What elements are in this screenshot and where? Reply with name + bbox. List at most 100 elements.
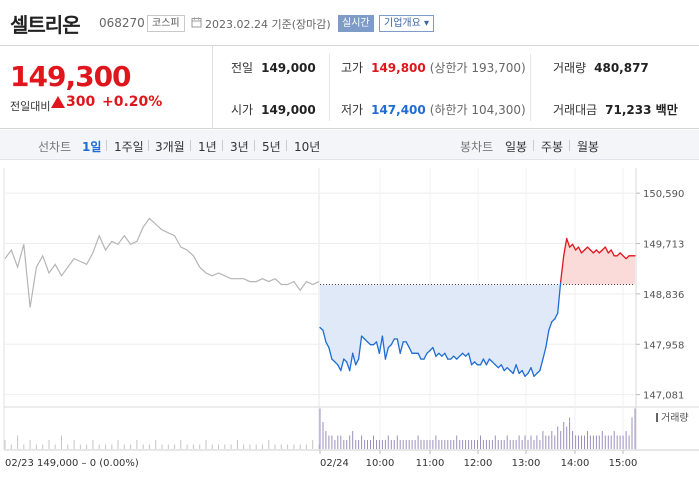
current-day-price-segment bbox=[610, 249, 615, 257]
price-chart[interactable]: 150,590 149,713 148,836 147,958 147,081 02/2… bbox=[0, 160, 699, 494]
line-chart-label: 선차트 bbox=[38, 140, 72, 154]
current-day-price-segment bbox=[506, 367, 511, 372]
stock-code: 068270 bbox=[99, 16, 145, 30]
current-day-price-segment bbox=[328, 346, 333, 360]
current-day-price-segment bbox=[574, 246, 580, 251]
current-day-price-segment bbox=[539, 358, 544, 372]
current-day-price-segment bbox=[619, 252, 624, 257]
current-day-price-segment bbox=[375, 341, 381, 354]
current-day-price-segment bbox=[444, 352, 449, 360]
high-cell: 고가 149,800 (상한가 193,700) bbox=[341, 59, 526, 76]
tab-divider bbox=[148, 140, 149, 151]
y-tick-label: 149,713 bbox=[643, 240, 684, 251]
volume-cell: 거래량 480,877 bbox=[553, 59, 649, 76]
volume-legend-label: 거래량 bbox=[661, 412, 689, 424]
tab-divider bbox=[190, 140, 191, 151]
candle-tab-daily[interactable]: 일봉 bbox=[505, 140, 528, 154]
change-value: 300 bbox=[66, 94, 96, 110]
current-day-price-segment bbox=[467, 352, 473, 366]
current-day-price-segment bbox=[607, 249, 612, 254]
current-day-price-segment bbox=[491, 361, 496, 366]
current-day-price-segment bbox=[360, 335, 366, 340]
low-label: 저가 bbox=[341, 103, 364, 117]
current-day-price-segment bbox=[524, 372, 529, 377]
tab-divider bbox=[569, 140, 570, 151]
current-day-price-segment bbox=[340, 358, 345, 372]
x-axis-labels: 02/24 10:00 11:00 12:00 13:00 14:00 15:00 bbox=[320, 458, 637, 469]
current-day-price-segment bbox=[571, 243, 577, 251]
x-tick-label: 10:00 bbox=[366, 458, 395, 469]
amount-label: 거래대금 bbox=[553, 103, 598, 117]
period-tab-1w[interactable]: 1주일 bbox=[114, 140, 144, 154]
current-day-price-segment bbox=[497, 364, 502, 369]
current-day-price-segment bbox=[530, 367, 535, 377]
candle-tab-weekly[interactable]: 주봉 bbox=[541, 140, 564, 154]
period-tab-3y[interactable]: 3년 bbox=[230, 140, 249, 154]
realtime-button[interactable]: 실시간 bbox=[338, 15, 374, 32]
market-badge: 코스피 bbox=[147, 15, 185, 32]
current-day-price-segment bbox=[586, 246, 592, 251]
current-day-price-segment bbox=[560, 255, 565, 283]
period-tab-1y[interactable]: 1년 bbox=[198, 140, 217, 154]
y-tick-label: 147,081 bbox=[643, 391, 684, 402]
x-tick-label: 15:00 bbox=[609, 458, 638, 469]
current-day-price-segment bbox=[390, 338, 395, 346]
current-day-price-segment bbox=[488, 358, 494, 363]
prev-day-caption: 02/23 149,000 – 0 (0.00%) bbox=[5, 458, 139, 469]
current-day-price-segment bbox=[473, 361, 479, 366]
stock-header: 셀트리온 068270 코스피 2023.02.24 기준(장마감) 실시간 기… bbox=[0, 0, 699, 46]
current-day-price-segment bbox=[450, 355, 455, 360]
current-day-price-segment bbox=[355, 358, 360, 366]
chart-lines bbox=[4, 217, 636, 377]
current-day-price-segment bbox=[387, 344, 392, 349]
x-tick-label: 12:00 bbox=[464, 458, 493, 469]
current-day-price-segment bbox=[566, 237, 571, 248]
tab-divider bbox=[222, 140, 223, 151]
candle-tab-monthly[interactable]: 월봉 bbox=[577, 140, 600, 154]
x-tick-label: 02/24 bbox=[320, 458, 349, 469]
current-day-price-segment bbox=[408, 346, 413, 354]
current-day-price-segment bbox=[331, 358, 336, 363]
current-day-price-segment bbox=[470, 361, 476, 366]
current-day-price-segment bbox=[554, 312, 559, 320]
y-tick-label: 150,590 bbox=[643, 189, 684, 200]
current-day-price-segment bbox=[551, 318, 556, 323]
current-day-price-segment bbox=[521, 369, 526, 377]
current-day-price-segment bbox=[622, 255, 627, 260]
period-tab-10y[interactable]: 10년 bbox=[294, 140, 321, 154]
current-day-price-segment bbox=[357, 335, 363, 360]
current-day-price-segment bbox=[334, 361, 339, 366]
current-day-price-segment bbox=[384, 346, 389, 360]
below-baseline-fill bbox=[320, 284, 561, 377]
current-day-price-segment bbox=[601, 246, 606, 251]
current-day-price-segment bbox=[542, 346, 547, 360]
high-label: 고가 bbox=[341, 61, 364, 75]
open-cell: 시가 149,000 bbox=[231, 101, 316, 118]
tab-divider bbox=[286, 140, 287, 151]
clock-icon bbox=[191, 17, 202, 28]
lower-limit: (하한가 104,300) bbox=[429, 103, 526, 117]
tab-divider bbox=[533, 140, 534, 151]
current-day-price-segment bbox=[423, 352, 428, 360]
tab-divider bbox=[254, 140, 255, 151]
current-day-price-segment bbox=[456, 355, 461, 360]
current-day-price-segment bbox=[417, 352, 422, 360]
current-day-price-segment bbox=[352, 352, 357, 366]
reference-date: 2023.02.24 기준(장마감) bbox=[205, 18, 331, 31]
company-info-button[interactable]: 기업개요 ▾ bbox=[379, 15, 434, 32]
current-day-price-segment bbox=[557, 280, 562, 314]
current-day-price-segment bbox=[545, 329, 550, 349]
change-percent: +0.20% bbox=[102, 94, 163, 110]
current-day-price-segment bbox=[438, 352, 443, 357]
period-tab-3m[interactable]: 3개월 bbox=[155, 140, 185, 154]
amount-value: 71,233 백만 bbox=[605, 103, 678, 117]
period-tab-1d[interactable]: 1일 bbox=[82, 140, 102, 154]
current-day-price-segment bbox=[366, 341, 372, 346]
current-day-price-segment bbox=[461, 352, 467, 357]
x-tick-label: 13:00 bbox=[512, 458, 541, 469]
current-price-box: 149,300 전일대비 300 +0.20% bbox=[0, 46, 213, 129]
current-day-price-segment bbox=[399, 341, 404, 354]
period-tab-5y[interactable]: 5년 bbox=[262, 140, 281, 154]
current-day-price-segment bbox=[592, 249, 598, 254]
current-day-price-segment bbox=[625, 255, 630, 260]
